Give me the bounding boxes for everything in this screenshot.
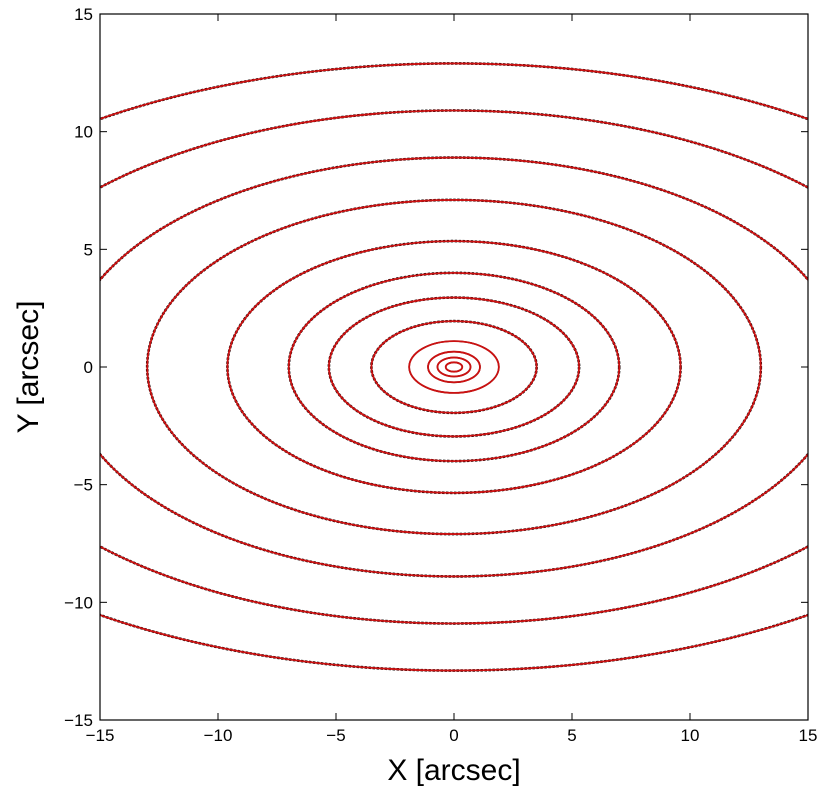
fitted-ellipse	[146, 199, 762, 535]
y-tick-label: 0	[84, 358, 93, 377]
y-tick-label: 10	[74, 123, 93, 142]
fitted-ellipse	[408, 340, 500, 394]
y-tick-label: 15	[74, 5, 93, 24]
x-tick-label: 15	[799, 726, 818, 745]
fitted-ellipse	[100, 62, 808, 672]
fitted-ellipse	[100, 109, 808, 625]
fitted-ellipse	[287, 271, 621, 463]
y-tick-label: −15	[64, 711, 93, 730]
y-axis-label: Y [arcsec]	[12, 301, 45, 434]
plot-background	[100, 14, 808, 720]
y-tick-labels: −15 −10 −5 0 5 10 15	[64, 5, 93, 730]
x-axis-label: X [arcsec]	[387, 754, 520, 787]
fitted-ellipse	[328, 296, 580, 438]
fitted-ellipse	[370, 320, 538, 414]
y-tick-label: −10	[64, 593, 93, 612]
x-tick-label: −10	[204, 726, 233, 745]
x-tick-labels: −15 −10 −5 0 5 10 15	[86, 726, 818, 745]
x-tick-label: −15	[86, 726, 115, 745]
fitted-ellipse	[436, 356, 472, 378]
y-tick-label: −5	[74, 476, 93, 495]
x-tick-label: 10	[681, 726, 700, 745]
fitted-ellipse	[444, 361, 464, 373]
fitted-ellipses	[100, 62, 808, 672]
fitted-ellipse	[100, 156, 808, 578]
fitted-ellipse	[226, 240, 682, 494]
axis-ticks	[99, 13, 809, 721]
fitted-ellipse	[427, 350, 481, 384]
x-tick-label: 0	[449, 726, 458, 745]
x-tick-label: −5	[326, 726, 345, 745]
y-tick-label: 5	[84, 240, 93, 259]
x-tick-label: 5	[567, 726, 576, 745]
